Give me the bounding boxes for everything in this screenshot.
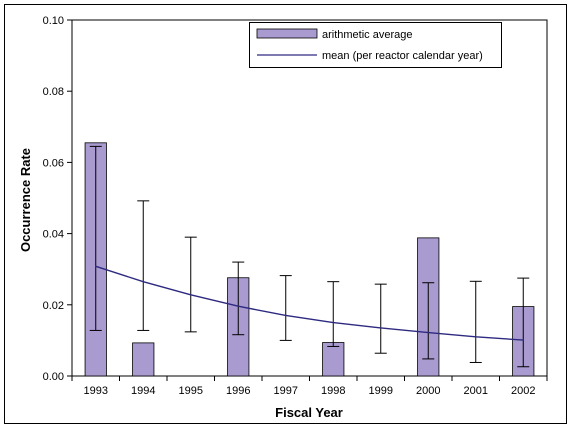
x-tick-label: 1998 [321,385,345,397]
y-tick-label: 0.10 [43,15,64,27]
x-axis-title: Fiscal Year [275,405,343,420]
x-tick-label: 1995 [179,385,203,397]
y-tick-label: 0.08 [43,86,64,98]
x-tick-label: 2002 [511,385,535,397]
plot-area [71,19,548,377]
mean-line [95,265,524,341]
x-tick-label: 1997 [274,385,298,397]
y-tick-label: 0.02 [43,300,64,312]
bar [322,342,345,377]
x-tick-label: 1994 [131,385,155,397]
x-tick-label: 2001 [464,385,488,397]
x-tick-label: 1999 [369,385,393,397]
y-tick-label: 0.04 [43,229,64,241]
y-axis-title: Occurrence Rate [18,148,33,252]
bar [132,342,155,377]
x-tick-label: 1993 [84,385,108,397]
legend: arithmetic average mean (per reactor cal… [249,22,502,68]
legend-label-line: mean (per reactor calendar year) [322,50,483,62]
legend-swatch-bar [256,28,318,39]
x-tick-label: 2000 [416,385,440,397]
x-tick-label: 1996 [226,385,250,397]
y-tick-label: 0.06 [43,157,64,169]
legend-label-bar: arithmetic average [322,29,413,41]
y-tick-label: 0.00 [43,371,64,383]
